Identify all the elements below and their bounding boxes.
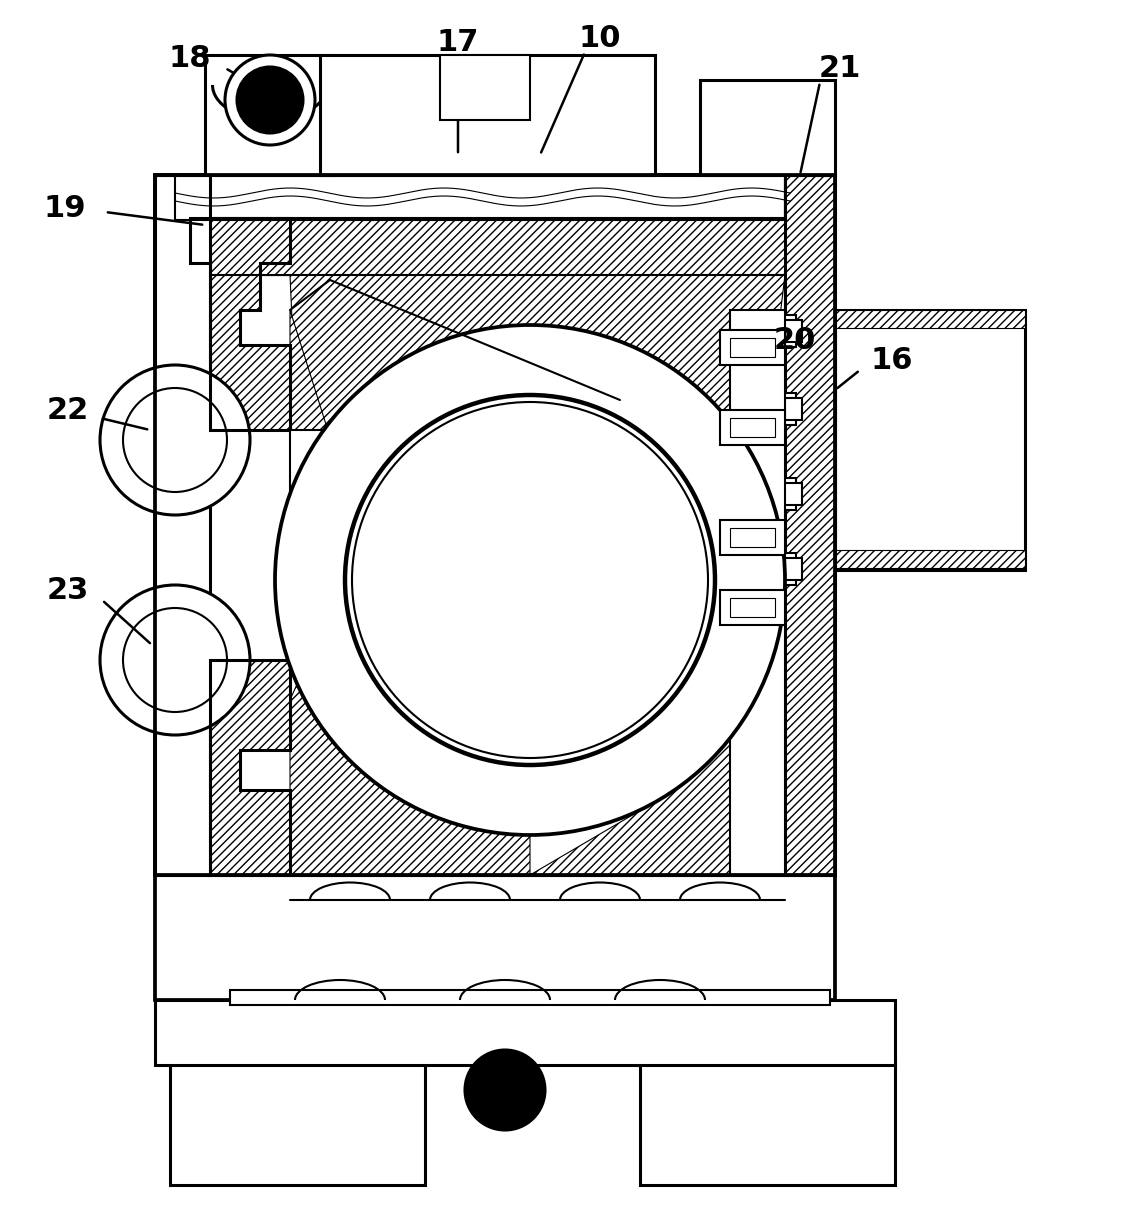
Polygon shape bbox=[210, 218, 785, 275]
Circle shape bbox=[346, 395, 715, 765]
Polygon shape bbox=[530, 464, 785, 875]
Circle shape bbox=[275, 326, 785, 835]
Polygon shape bbox=[730, 528, 775, 547]
Polygon shape bbox=[210, 218, 290, 430]
Circle shape bbox=[465, 1050, 545, 1130]
Polygon shape bbox=[700, 80, 835, 175]
Polygon shape bbox=[275, 310, 451, 823]
Ellipse shape bbox=[475, 1053, 535, 1127]
Circle shape bbox=[100, 585, 250, 734]
Circle shape bbox=[123, 388, 227, 492]
Text: 17: 17 bbox=[437, 27, 479, 56]
Text: 20: 20 bbox=[774, 326, 816, 355]
Polygon shape bbox=[835, 550, 1025, 568]
Text: 22: 22 bbox=[46, 395, 90, 425]
Polygon shape bbox=[778, 553, 796, 585]
Polygon shape bbox=[719, 330, 785, 365]
Polygon shape bbox=[719, 410, 785, 446]
Polygon shape bbox=[778, 393, 796, 425]
Polygon shape bbox=[785, 175, 835, 875]
Polygon shape bbox=[170, 1060, 425, 1185]
Text: 21: 21 bbox=[819, 54, 861, 82]
Polygon shape bbox=[835, 310, 1025, 328]
Text: 23: 23 bbox=[46, 575, 90, 605]
Polygon shape bbox=[155, 175, 835, 1000]
Polygon shape bbox=[210, 660, 290, 875]
Polygon shape bbox=[320, 55, 655, 175]
Polygon shape bbox=[778, 315, 796, 346]
Circle shape bbox=[100, 365, 250, 515]
Polygon shape bbox=[640, 1060, 895, 1185]
Polygon shape bbox=[719, 520, 785, 554]
Circle shape bbox=[123, 608, 227, 712]
Polygon shape bbox=[835, 310, 1025, 570]
Polygon shape bbox=[290, 275, 785, 472]
Polygon shape bbox=[778, 479, 796, 510]
Polygon shape bbox=[790, 1000, 895, 1065]
Polygon shape bbox=[730, 419, 775, 437]
Polygon shape bbox=[772, 319, 802, 341]
Circle shape bbox=[225, 55, 315, 144]
Circle shape bbox=[352, 401, 708, 758]
Polygon shape bbox=[440, 55, 530, 120]
Polygon shape bbox=[155, 175, 210, 875]
Polygon shape bbox=[205, 55, 335, 175]
Polygon shape bbox=[155, 1000, 215, 1065]
Text: 18: 18 bbox=[169, 44, 211, 72]
Text: 19: 19 bbox=[44, 193, 86, 223]
Polygon shape bbox=[772, 483, 802, 506]
Polygon shape bbox=[290, 430, 340, 650]
Polygon shape bbox=[772, 398, 802, 420]
Polygon shape bbox=[730, 338, 775, 357]
Polygon shape bbox=[730, 310, 785, 875]
Polygon shape bbox=[290, 326, 773, 875]
Polygon shape bbox=[719, 590, 785, 625]
Polygon shape bbox=[290, 275, 785, 875]
Polygon shape bbox=[772, 558, 802, 580]
Polygon shape bbox=[230, 990, 830, 1005]
Text: 16: 16 bbox=[871, 345, 913, 375]
Circle shape bbox=[237, 67, 303, 133]
Text: 10: 10 bbox=[579, 23, 621, 53]
Polygon shape bbox=[730, 599, 775, 617]
Polygon shape bbox=[155, 1000, 895, 1065]
